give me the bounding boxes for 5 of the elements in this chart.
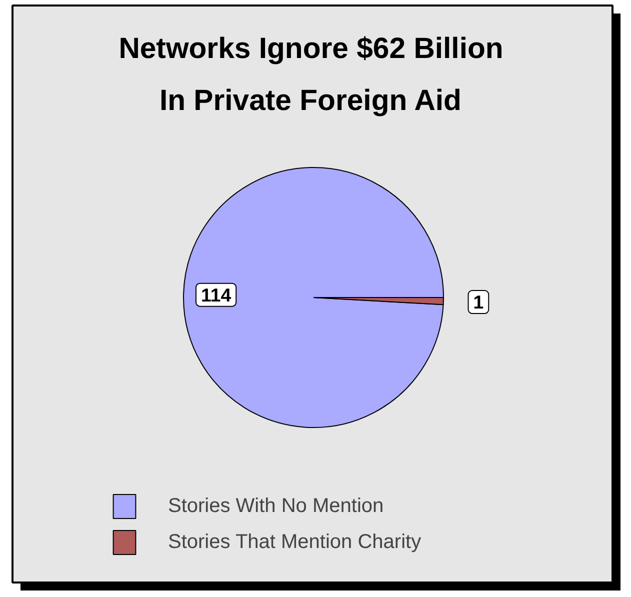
data-label: 114 bbox=[200, 284, 232, 306]
legend-label: Stories With No Mention bbox=[168, 494, 384, 518]
chart-title: Networks Ignore $62 Billion In Private Foreign Aid bbox=[118, 32, 504, 117]
data-label: 1 bbox=[473, 292, 484, 313]
legend-label: Stories That Mention Charity bbox=[168, 530, 422, 554]
